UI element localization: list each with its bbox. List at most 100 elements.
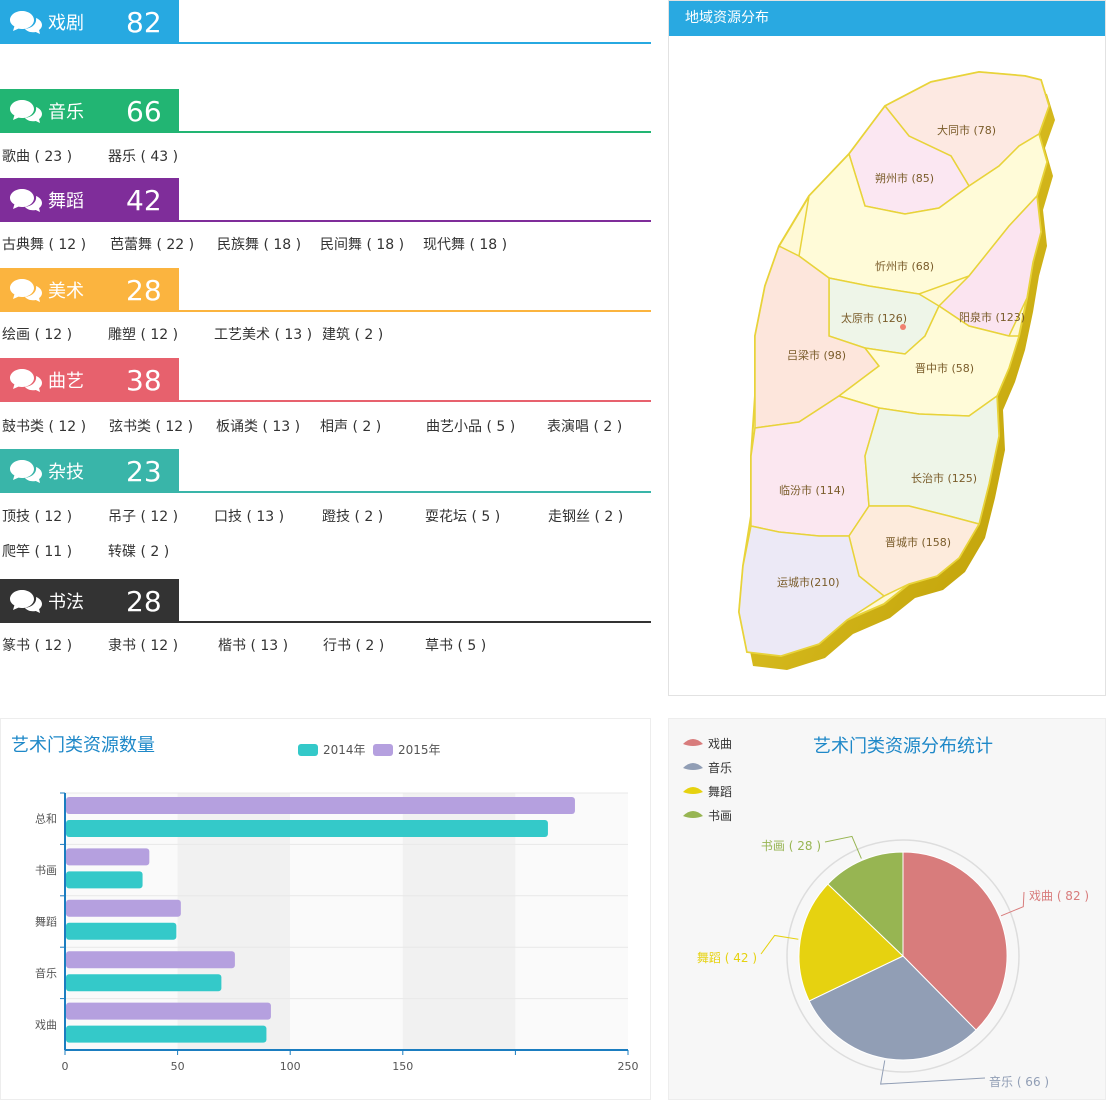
pie-slice-4[interactable] — [827, 851, 904, 958]
city-label-taiyuan: 太原市 (126) — [841, 311, 907, 325]
category-badge[interactable]: 书法 28 — [0, 579, 179, 623]
legend-swatch-2[interactable] — [373, 744, 393, 756]
subcategory-link[interactable]: 表演唱 ( 2 ) — [547, 419, 623, 435]
legend-swatch-1[interactable] — [298, 744, 318, 756]
subcategory-link[interactable]: 爬竿 ( 11 ) — [2, 544, 73, 560]
category-1: 戏剧 82 — [0, 0, 651, 44]
bar-2014-5[interactable] — [66, 820, 548, 837]
bar-2015-5[interactable] — [66, 797, 575, 814]
x-tick-label: 50 — [171, 1060, 185, 1073]
bar-2014-3[interactable] — [66, 922, 177, 940]
city-label-yuncheng: 运城市(210) — [777, 575, 840, 589]
city-label-jinzhong: 晋中市 (58) — [915, 361, 974, 375]
subcategory-link[interactable]: 民间舞 ( 18 ) — [320, 237, 405, 253]
pie-label-line — [1000, 891, 1025, 917]
category-badge[interactable]: 杂技 23 — [0, 449, 179, 493]
pie-label-line — [760, 934, 799, 955]
chat-bubbles-icon — [0, 9, 48, 35]
subcategory-link[interactable]: 转碟 ( 2 ) — [108, 544, 170, 560]
city-label-yangquan: 阳泉市 (123) — [959, 310, 1025, 324]
category-header: 曲艺 38 — [0, 358, 651, 402]
subcategory-link[interactable]: 相声 ( 2 ) — [320, 419, 382, 435]
category-name: 曲艺 — [48, 371, 84, 392]
pie-chart-panel: 艺术门类资源分布统计 戏曲 音乐 舞蹈 书画 戏曲 ( 82 ) 音乐 ( 66 ) 舞蹈 (… — [668, 718, 1106, 1100]
bar-2015-3[interactable] — [66, 899, 181, 917]
subcategory-link[interactable]: 鼓书类 ( 12 ) — [2, 419, 87, 435]
category-badge[interactable]: 美术 28 — [0, 268, 179, 312]
subcategory-link[interactable]: 芭蕾舞 ( 22 ) — [110, 237, 195, 253]
subcategory-link[interactable]: 篆书 ( 12 ) — [2, 638, 73, 654]
bar-2014-1[interactable] — [66, 1025, 267, 1043]
category-name: 戏剧 — [48, 13, 84, 34]
region-changzhi[interactable] — [864, 394, 1000, 525]
category-name: 美术 — [48, 281, 84, 302]
pie-slice-2[interactable] — [808, 955, 977, 1061]
region-yuncheng[interactable] — [738, 525, 886, 657]
x-tick-label: 0 — [62, 1060, 69, 1073]
subcategory-link[interactable]: 绘画 ( 12 ) — [2, 327, 73, 343]
pie-label-line — [880, 1060, 986, 1085]
bar-chart-panel: 艺术门类资源数量 2014年 2015年 戏曲 音乐 舞蹈 书画 总和 0 50 100 150 250 — [0, 718, 651, 1100]
bar-chart-title: 艺术门类资源数量 — [11, 735, 155, 756]
chat-bubbles-icon — [0, 588, 48, 614]
subcategory-link[interactable]: 建筑 ( 2 ) — [322, 327, 384, 343]
subcategory-link[interactable]: 楷书 ( 13 ) — [218, 638, 289, 654]
pie-legend-item-1[interactable]: 戏曲 — [683, 737, 732, 751]
subcategory-link[interactable]: 曲艺小品 ( 5 ) — [426, 419, 516, 435]
subcategory-link[interactable]: 板诵类 ( 13 ) — [216, 419, 301, 435]
subcategory-link[interactable]: 草书 ( 5 ) — [425, 638, 487, 654]
pie-legend-item-3[interactable]: 舞蹈 — [683, 785, 732, 799]
y-tick-label: 总和 — [35, 812, 57, 826]
category-badge[interactable]: 舞蹈 42 — [0, 178, 179, 222]
category-name: 杂技 — [48, 462, 84, 483]
subcategory-link[interactable]: 民族舞 ( 18 ) — [217, 237, 302, 253]
pie-legend-item-4[interactable]: 书画 — [683, 809, 732, 823]
subcategory-link[interactable]: 工艺美术 ( 13 ) — [214, 327, 313, 343]
legend-label: 书画 — [708, 809, 732, 823]
y-tick-label: 书画 — [35, 864, 57, 877]
subcategory-link[interactable]: 行书 ( 2 ) — [323, 638, 385, 654]
bar-2015-1[interactable] — [66, 1002, 271, 1020]
pie-slice-3[interactable] — [798, 883, 904, 1002]
subcategory-link[interactable]: 现代舞 ( 18 ) — [423, 237, 508, 253]
subcategory-link[interactable]: 耍花坛 ( 5 ) — [425, 509, 501, 525]
city-label-changzhi: 长治市 (125) — [911, 471, 977, 485]
legend-label: 音乐 — [708, 760, 732, 775]
pie-label-4: 书画 ( 28 ) — [761, 839, 821, 853]
subcategory-link[interactable]: 器乐 ( 43 ) — [108, 149, 179, 165]
category-header: 书法 28 — [0, 579, 651, 623]
pie-slice-1[interactable] — [902, 851, 1008, 1031]
category-count: 28 — [126, 273, 162, 307]
subcategory-link[interactable]: 顶技 ( 12 ) — [2, 509, 73, 525]
subcategory-link[interactable]: 古典舞 ( 12 ) — [2, 237, 87, 253]
legend-swatch — [683, 739, 703, 746]
bar-2014-2[interactable] — [66, 974, 222, 992]
bar-2015-4[interactable] — [66, 848, 150, 866]
category-count: 38 — [126, 363, 162, 397]
category-badge[interactable]: 戏剧 82 — [0, 0, 179, 44]
bar-2014-4[interactable] — [66, 871, 143, 889]
subcategory-link[interactable]: 弦书类 ( 12 ) — [109, 419, 194, 435]
city-label-datong: 大同市 (78) — [937, 123, 996, 137]
category-badge[interactable]: 音乐 66 — [0, 89, 179, 133]
subcategory-link[interactable]: 走钢丝 ( 2 ) — [548, 509, 624, 525]
chat-bubbles-icon — [0, 187, 48, 213]
pie-legend-item-2[interactable]: 音乐 — [683, 760, 732, 775]
bar-2015-2[interactable] — [66, 951, 235, 969]
category-3: 舞蹈 42 — [0, 178, 651, 222]
legend-label-2[interactable]: 2015年 — [398, 743, 441, 757]
subcategory-link[interactable]: 雕塑 ( 12 ) — [108, 327, 179, 343]
subcategory-link[interactable]: 隶书 ( 12 ) — [108, 638, 179, 654]
subcategory-link[interactable]: 吊子 ( 12 ) — [108, 509, 179, 525]
subcategory-link[interactable]: 口技 ( 13 ) — [214, 509, 285, 525]
subcategory-link[interactable]: 蹬技 ( 2 ) — [322, 509, 384, 525]
category-header: 戏剧 82 — [0, 0, 651, 44]
category-badge[interactable]: 曲艺 38 — [0, 358, 179, 402]
category-count: 23 — [126, 454, 162, 488]
y-tick-label: 戏曲 — [35, 1018, 57, 1031]
subcategory-link[interactable]: 歌曲 ( 23 ) — [2, 149, 73, 165]
region-jincheng[interactable] — [848, 505, 981, 597]
legend-swatch — [683, 811, 703, 818]
legend-label-1[interactable]: 2014年 — [323, 743, 366, 757]
